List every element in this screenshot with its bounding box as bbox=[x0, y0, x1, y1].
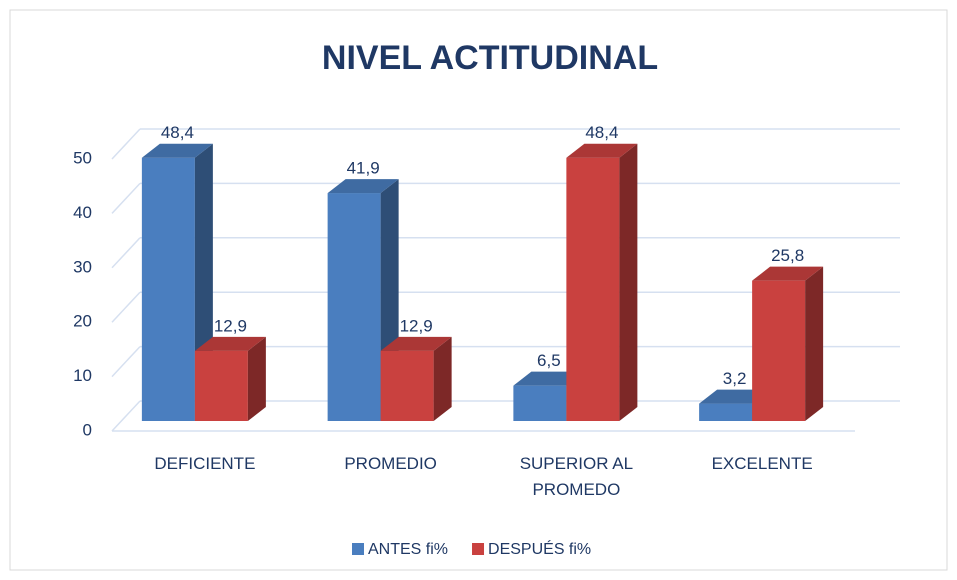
bar bbox=[194, 350, 248, 421]
legend-swatch bbox=[472, 543, 485, 555]
bar bbox=[141, 157, 195, 422]
bar bbox=[327, 193, 381, 421]
y-tick-label: 40 bbox=[73, 203, 92, 222]
y-tick-label: 50 bbox=[73, 148, 92, 167]
y-tick-label: 20 bbox=[73, 312, 92, 331]
bar bbox=[380, 350, 434, 421]
grid-line bbox=[111, 182, 141, 214]
bar-side bbox=[805, 266, 824, 421]
x-tick-label: EXCELENTE bbox=[711, 454, 813, 473]
legend-label: DESPUÉS fi% bbox=[488, 539, 591, 558]
grid-line bbox=[111, 291, 141, 323]
bar-top bbox=[194, 336, 266, 351]
x-tick-label: DEFICIENTE bbox=[154, 454, 256, 473]
legend-swatch bbox=[352, 543, 364, 555]
y-tick-label: 30 bbox=[73, 257, 92, 276]
data-label: 3,2 bbox=[723, 369, 747, 388]
grid-line bbox=[111, 346, 141, 378]
bar bbox=[699, 403, 753, 421]
bar bbox=[566, 157, 620, 422]
y-tick-label: 10 bbox=[73, 366, 92, 385]
bar bbox=[752, 280, 806, 421]
grid-line bbox=[111, 128, 141, 160]
bar-side bbox=[619, 143, 638, 422]
bar-top bbox=[141, 143, 213, 158]
bar-top bbox=[380, 336, 452, 351]
data-label: 12,9 bbox=[400, 316, 433, 335]
data-label: 41,9 bbox=[347, 159, 380, 178]
y-tick-label: 0 bbox=[83, 420, 92, 439]
data-label: 12,9 bbox=[214, 316, 247, 335]
bar-top bbox=[327, 179, 399, 194]
bar-side bbox=[247, 336, 266, 421]
grid-line bbox=[111, 237, 141, 269]
bar-top bbox=[566, 143, 638, 158]
bar-top bbox=[752, 266, 824, 281]
x-tick-label: PROMEDIO bbox=[344, 454, 437, 473]
data-label: 25,8 bbox=[771, 246, 804, 265]
grid-line bbox=[111, 400, 141, 432]
chart-title: NIVEL ACTITUDINAL bbox=[322, 39, 658, 77]
x-tick-label: SUPERIOR AL PROMEDO bbox=[519, 454, 634, 499]
legend-label: ANTES fi% bbox=[368, 541, 448, 558]
bar bbox=[513, 385, 567, 421]
bar-side bbox=[433, 336, 452, 421]
data-label: 6,5 bbox=[537, 351, 561, 370]
data-label: 48,4 bbox=[585, 123, 618, 142]
data-label: 48,4 bbox=[161, 123, 194, 142]
